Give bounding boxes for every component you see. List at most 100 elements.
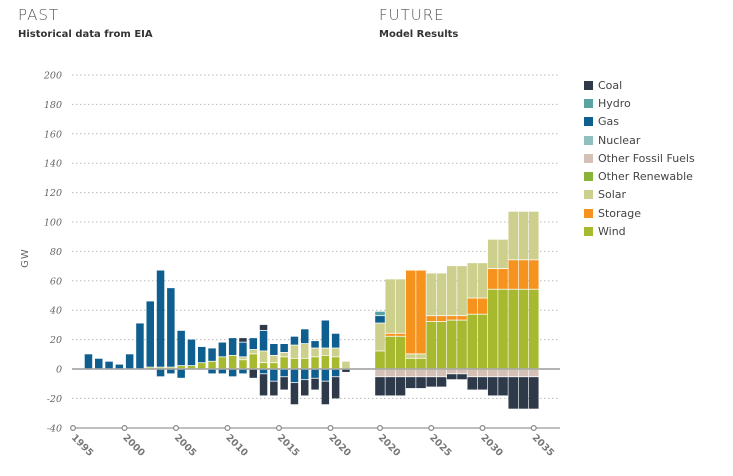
bar-segment <box>436 377 447 387</box>
legend-swatch <box>584 227 593 237</box>
bar-segment <box>467 369 478 377</box>
bar-segment <box>528 260 539 289</box>
bar-segment <box>426 377 437 387</box>
bar-segment <box>136 323 144 369</box>
bar-segment <box>498 369 508 377</box>
bar-segment <box>146 367 154 369</box>
bar-segment <box>259 374 268 396</box>
bar-segment <box>498 269 508 289</box>
bar-segment <box>301 380 309 396</box>
legend-swatch <box>584 80 593 90</box>
y-axis-label: GW <box>20 248 31 268</box>
bar-segment <box>311 357 319 369</box>
bar-segment <box>395 369 406 377</box>
bar-segment <box>290 345 299 358</box>
bar-segment <box>528 289 539 369</box>
bar-segment <box>436 273 447 316</box>
bar-segment <box>416 377 426 389</box>
bar-segment <box>249 349 257 354</box>
bar-segment <box>518 369 529 377</box>
legend-swatch <box>584 117 593 127</box>
bar-segment <box>446 266 457 316</box>
bar-segment <box>426 369 437 377</box>
x-tick-label: 2025 <box>427 432 453 458</box>
legend-label: Hydro <box>598 96 631 110</box>
bar-segment <box>342 361 350 369</box>
past-subtitle: Historical data from EIA <box>18 29 153 40</box>
bar-segment <box>84 354 93 369</box>
bar-segment <box>446 369 457 374</box>
bar-segment <box>311 341 319 348</box>
bar-segment <box>301 329 309 344</box>
past-title: PAST <box>18 6 60 24</box>
bar-segment <box>375 316 385 323</box>
bar-segment <box>457 266 467 316</box>
bar-segment <box>375 323 385 351</box>
bar-segment <box>321 369 330 381</box>
bar-segment <box>508 289 519 369</box>
y-tick-label: 0 <box>56 365 62 376</box>
bar-segment <box>249 338 257 350</box>
bar-segment <box>385 377 396 396</box>
y-tick-label: 60 <box>50 276 62 287</box>
bar-segment <box>331 369 340 377</box>
bar-segment <box>375 311 385 316</box>
bar-segment <box>228 355 237 369</box>
bar-segment <box>342 369 350 372</box>
x-tick-marker <box>224 425 231 432</box>
bar-segment <box>508 260 519 289</box>
bar-segment <box>528 369 539 377</box>
x-tick-marker <box>530 425 537 432</box>
legend-item: Wind <box>584 222 695 240</box>
x-tick-marker <box>173 425 180 432</box>
bar-segment <box>270 344 278 355</box>
legend-swatch <box>584 153 593 163</box>
legend-swatch <box>584 208 593 218</box>
x-tick-label: 2035 <box>530 432 556 458</box>
bar-segment <box>105 361 113 369</box>
bar-segment <box>331 333 340 348</box>
legend-item: Coal <box>584 76 695 94</box>
bar-segment <box>405 369 416 377</box>
bar-segment <box>239 338 247 342</box>
bar-segment <box>487 369 498 377</box>
bar-segment <box>405 358 416 369</box>
bar-segment <box>498 377 508 396</box>
bar-segment <box>321 381 330 405</box>
bar-segment <box>290 369 299 383</box>
bar-segment <box>375 351 385 369</box>
bar-segment <box>259 330 268 351</box>
bar-segment <box>321 320 330 348</box>
legend-item: Other Fossil Fuels <box>584 149 695 167</box>
bar-segment <box>426 273 437 316</box>
bar-segment <box>477 298 488 314</box>
legend-label: Storage <box>598 206 642 220</box>
bar-segment <box>280 377 288 390</box>
bar-segment <box>467 263 478 298</box>
y-tick-label: 20 <box>49 335 62 346</box>
x-tick-label: 2020 <box>326 432 353 459</box>
bar-segment <box>436 369 447 377</box>
x-tick-marker <box>377 425 384 432</box>
bar-segment <box>290 336 299 345</box>
bar-segment <box>446 374 457 380</box>
bar-segment <box>259 324 268 330</box>
bar-segment <box>280 357 288 369</box>
x-tick-label: 2000 <box>120 432 147 459</box>
x-tick-marker <box>327 425 334 432</box>
legend-label: Nuclear <box>598 133 641 147</box>
bar-segment <box>270 355 278 363</box>
bar-segment <box>239 342 247 357</box>
bar-segment <box>167 367 175 369</box>
bar-segment <box>446 320 457 369</box>
bar-segment <box>426 321 437 369</box>
bar-segment <box>167 369 175 374</box>
bar-segment <box>405 377 416 389</box>
chart-legend: Coal Hydro Gas Nuclear Other Fossil Fuels Oth… <box>584 76 695 241</box>
bar-segment <box>218 342 227 357</box>
bar-segment <box>457 316 467 320</box>
bar-segment <box>395 336 406 369</box>
bar-segment <box>385 279 396 333</box>
bar-segment <box>228 369 237 377</box>
bar-segment <box>218 357 227 369</box>
